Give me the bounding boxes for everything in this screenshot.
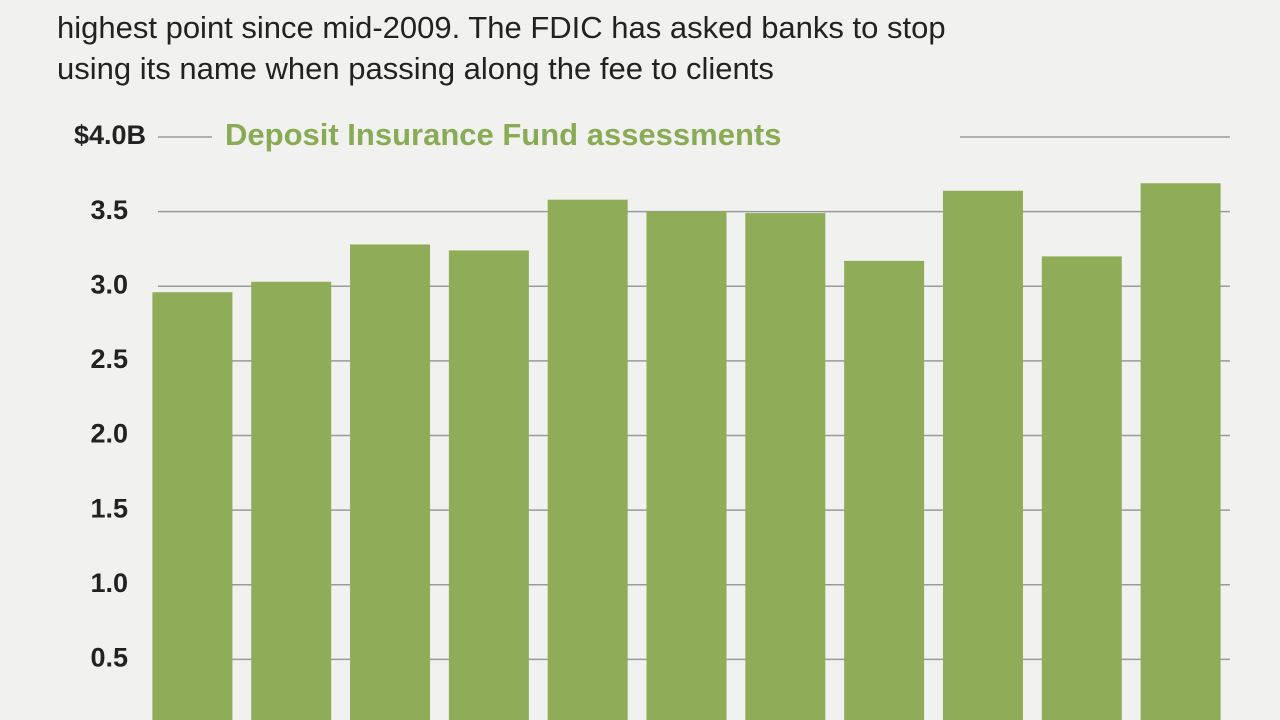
bar	[1140, 183, 1221, 720]
bar	[448, 250, 529, 720]
bar	[646, 211, 727, 720]
bar	[547, 199, 628, 720]
y-tick-label: 0	[113, 717, 128, 720]
title-backdrop	[212, 115, 960, 159]
y-tick-label: 1.0	[90, 568, 128, 598]
subtitle-line: using its name when passing along the fe…	[57, 51, 774, 86]
y-tick-label: 3.5	[90, 195, 128, 225]
bar	[350, 244, 431, 720]
bars	[152, 183, 1221, 720]
y-tick-label: 0.5	[90, 643, 128, 673]
bar	[745, 213, 826, 720]
bar	[1041, 256, 1122, 720]
y-tick-label: $4.0B	[74, 120, 146, 150]
chart-title: Deposit Insurance Fund assessments	[225, 117, 781, 152]
bar	[152, 292, 233, 720]
bar	[251, 281, 332, 720]
y-tick-label: 2.5	[90, 344, 128, 374]
grid: 0 0.5 1.0 1.5 2.0 2.5 3.0 3.5 $4.0B	[74, 120, 1230, 720]
bar	[844, 260, 925, 720]
subtitle-line: highest point since mid-2009. The FDIC h…	[57, 10, 946, 45]
y-tick-label: 1.5	[90, 493, 128, 523]
bar	[942, 190, 1023, 720]
y-tick-label: 3.0	[90, 269, 128, 299]
y-tick-label: 2.0	[90, 419, 128, 449]
